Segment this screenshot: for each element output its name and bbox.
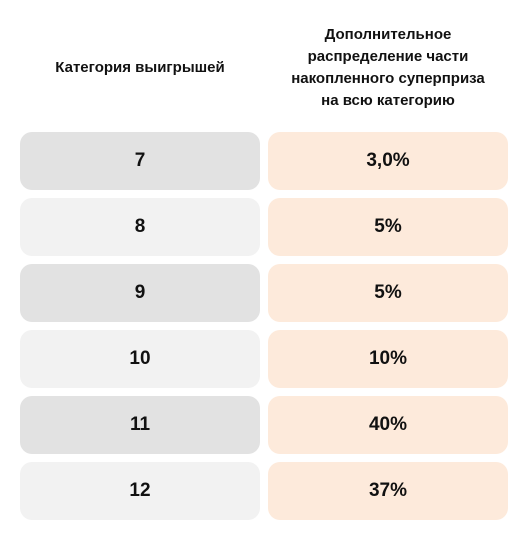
header-distribution-line-3: накопленного суперприза: [291, 70, 485, 87]
category-cell: 11: [20, 396, 260, 454]
distribution-cell: 3,0%: [268, 132, 508, 190]
category-cell: 10: [20, 330, 260, 388]
header-distribution: Дополнительное распределение части накоп…: [268, 20, 508, 116]
distribution-cell: 5%: [268, 198, 508, 256]
category-cell: 8: [20, 198, 260, 256]
header-distribution-line-4: на всю категорию: [321, 92, 455, 109]
header-category: Категория выигрышей: [20, 20, 260, 116]
category-cell: 9: [20, 264, 260, 322]
header-category-text: Категория выигрышей: [55, 59, 225, 76]
table-row: 10 10%: [20, 330, 508, 388]
table-row: 11 40%: [20, 396, 508, 454]
table-row: 9 5%: [20, 264, 508, 322]
table-row: 8 5%: [20, 198, 508, 256]
table-body: 7 3,0% 8 5% 9 5% 10 10% 11 40% 12 37%: [20, 132, 508, 528]
header-distribution-line-2: распределение части: [307, 48, 469, 65]
table-row: 7 3,0%: [20, 132, 508, 190]
distribution-cell: 37%: [268, 462, 508, 520]
distribution-cell: 5%: [268, 264, 508, 322]
distribution-cell: 10%: [268, 330, 508, 388]
table-row: 12 37%: [20, 462, 508, 520]
category-cell: 7: [20, 132, 260, 190]
category-cell: 12: [20, 462, 260, 520]
distribution-cell: 40%: [268, 396, 508, 454]
header-distribution-line-1: Дополнительное: [324, 26, 452, 43]
